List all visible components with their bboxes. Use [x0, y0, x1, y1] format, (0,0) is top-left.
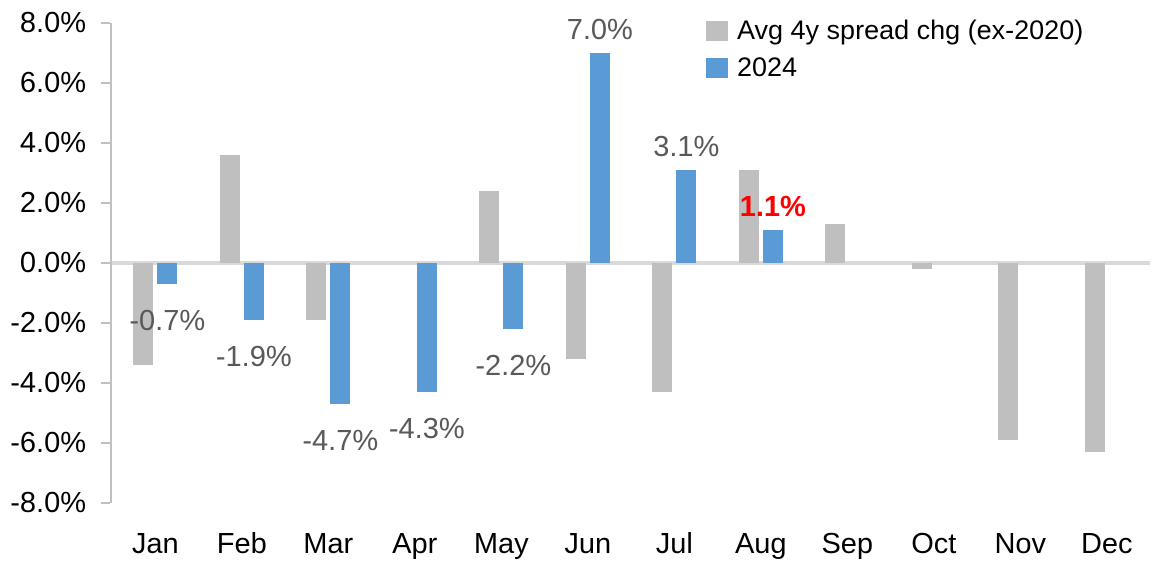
y-axis-tick: [101, 202, 110, 204]
y-axis-label: 6.0%: [19, 67, 86, 99]
x-axis-label-nov: Nov: [994, 528, 1047, 560]
data-label-jul: 3.1%: [653, 131, 720, 163]
bar-2024-jul: [676, 170, 697, 263]
y-axis-tick: [101, 82, 110, 84]
bar-avg-jan: [133, 263, 154, 365]
data-label-jun: 7.0%: [566, 14, 633, 46]
bar-avg-jul: [652, 263, 673, 392]
y-axis-tick: [101, 502, 110, 504]
y-axis-label: -2.0%: [10, 307, 86, 339]
x-axis-label-feb: Feb: [216, 528, 267, 560]
bar-2024-may: [503, 263, 524, 329]
legend-item-2024: 2024: [706, 49, 1083, 86]
x-axis-label-jul: Jul: [655, 528, 693, 560]
y-axis-label: 0.0%: [19, 247, 86, 279]
x-axis-label-sep: Sep: [821, 528, 874, 560]
bar-2024-jan: [157, 263, 178, 284]
x-axis-label-jan: Jan: [131, 528, 179, 560]
y-axis-label: 8.0%: [19, 7, 86, 39]
x-axis-label-may: May: [473, 528, 529, 560]
bar-2024-aug: [762, 230, 783, 263]
data-label-may: -2.2%: [475, 350, 552, 382]
legend-label-2024: 2024: [737, 52, 798, 82]
bar-avg-oct: [911, 263, 932, 269]
bar-avg-nov: [998, 263, 1019, 440]
bar-2024-feb: [243, 263, 264, 320]
y-axis-tick: [101, 22, 110, 24]
y-axis-label: 4.0%: [19, 127, 86, 159]
x-axis-label-mar: Mar: [303, 528, 354, 560]
x-axis-label-apr: Apr: [392, 528, 438, 560]
bar-avg-aug: [738, 170, 759, 263]
legend-item-avg-4y-spread: Avg 4y spread chg (ex-2020): [706, 12, 1083, 49]
x-axis-label-jun: Jun: [564, 528, 612, 560]
chart-legend: Avg 4y spread chg (ex-2020) 2024: [706, 12, 1083, 86]
data-label-aug: 1.1%: [739, 191, 806, 223]
y-axis-label: 2.0%: [19, 187, 86, 219]
x-axis-label-oct: Oct: [911, 528, 957, 560]
y-axis-tick: [101, 142, 110, 144]
legend-swatch-gray: [706, 20, 728, 41]
zero-line: [112, 261, 1150, 265]
bar-2024-jun: [589, 53, 610, 263]
y-axis-tick: [101, 322, 110, 324]
y-axis-tick: [101, 262, 110, 264]
data-label-feb: -1.9%: [215, 341, 292, 373]
bar-2024-mar: [330, 263, 351, 404]
bar-avg-mar: [306, 263, 327, 320]
y-axis-label: -8.0%: [10, 487, 86, 519]
bar-2024-apr: [416, 263, 437, 392]
data-label-apr: -4.3%: [388, 413, 465, 445]
bar-avg-feb: [219, 155, 240, 263]
bar-avg-may: [479, 191, 500, 263]
bar-avg-sep: [825, 224, 846, 263]
bar-avg-jun: [565, 263, 586, 359]
y-axis-tick: [101, 382, 110, 384]
legend-swatch-blue: [706, 57, 728, 78]
y-axis-line: [110, 23, 112, 503]
legend-label-avg-4y-spread: Avg 4y spread chg (ex-2020): [737, 15, 1084, 45]
y-axis-label: -6.0%: [10, 427, 86, 459]
x-axis-label-dec: Dec: [1080, 528, 1133, 560]
y-axis-tick: [101, 442, 110, 444]
bar-avg-dec: [1084, 263, 1105, 452]
x-axis-label-aug: Aug: [734, 528, 787, 560]
data-label-jan: -0.7%: [129, 305, 206, 337]
data-label-mar: -4.7%: [302, 425, 379, 457]
y-axis-label: -4.0%: [10, 367, 86, 399]
